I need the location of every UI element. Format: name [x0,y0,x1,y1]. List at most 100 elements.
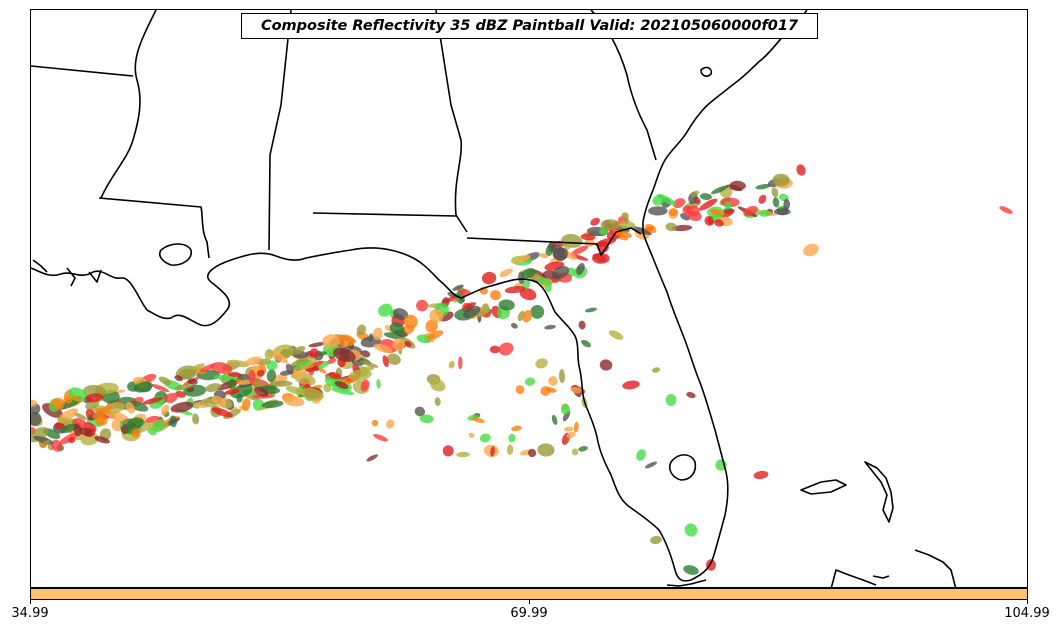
reflectivity-blob [170,401,194,413]
reflectivity-blob [442,445,454,457]
reflectivity-blob [723,201,732,209]
lake-okeechobee [668,454,697,481]
reflectivity-blob [261,400,284,409]
reflectivity-blob [644,461,658,469]
reflectivity-blob [126,417,144,430]
reflectivity-blob [291,345,306,355]
reflectivity-blob [160,404,170,416]
reflectivity-blob [608,330,624,340]
reflectivity-blob [419,414,434,424]
reflectivity-blob [72,395,82,402]
reflectivity-blob [566,431,576,439]
reflectivity-blob [504,285,526,294]
la-delta-fragment [32,259,102,287]
reflectivity-blob [571,448,579,456]
reflectivity-blob [521,268,536,279]
reflectivity-blob [463,302,476,310]
reflectivity-blob [392,338,406,351]
reflectivity-blob [551,414,558,425]
reflectivity-blob [570,386,582,394]
reflectivity-blob [578,320,586,330]
reflectivity-blob [404,341,412,347]
reflectivity-blob [471,417,485,423]
reflectivity-blob [326,358,337,365]
reflectivity-blob [452,297,461,303]
reflectivity-blob [211,395,227,406]
reflectivity-blob [31,427,49,443]
reflectivity-blob [434,397,441,406]
reflectivity-blob [584,307,598,313]
reflectivity-blob [652,194,665,206]
mississippi-river-border [100,10,157,199]
reflectivity-blob [178,368,197,380]
reflectivity-blob [142,396,164,405]
reflectivity-blob [152,421,163,433]
bahamas-island-2 [864,461,894,523]
reflectivity-blob [285,363,294,375]
reflectivity-blob [210,362,233,374]
state-border-al-fl [312,212,457,217]
reflectivity-blob [463,305,481,319]
reflectivity-blob [378,303,393,317]
reflectivity-blob [564,426,574,432]
reflectivity-blob [389,322,405,336]
boundaries-layer [31,10,957,587]
reflectivity-blob [336,334,355,348]
reflectivity-blob [508,433,516,443]
colorbar-tick-max [1027,600,1028,604]
reflectivity-blob [382,355,389,368]
reflectivity-blob [416,299,429,312]
reflectivity-blob [684,523,698,537]
reflectivity-blob [387,353,401,365]
reflectivity-blob [490,289,501,301]
atlantic-coastline [642,10,808,581]
reflectivity-blob [570,245,589,256]
reflectivity-blob [796,164,806,176]
reflectivity-blob [226,359,250,368]
reflectivity-blob [578,446,588,452]
state-border-ms-al [268,10,292,251]
reflectivity-blob [58,432,79,445]
lake-pontchartrain [158,243,192,266]
florida-keys [666,579,707,587]
reflectivity-blob [651,367,661,373]
reflectivity-blob [499,268,513,277]
reflectivity-blob [211,407,233,418]
reflectivity-blob [772,173,790,187]
reflectivity-blob [753,470,769,480]
reflectivity-blob [309,348,319,358]
reflectivity-blob [700,193,712,201]
reflectivity-blob [227,372,242,378]
reflectivity-blob [360,360,379,368]
state-border-ga-fl [466,227,642,256]
reflectivity-blob [429,308,444,323]
reflectivity-blob [174,384,193,391]
reflectivity-blob [368,333,374,342]
colorbar-tick-label-max: 104.99 [1004,606,1050,621]
reflectivity-blob [51,397,65,410]
reflectivity-blob [68,436,76,444]
reflectivity-blob [755,183,771,190]
reflectivity-blob [334,381,349,389]
reflectivity-blob [522,310,533,323]
reflectivity-blob [254,386,269,397]
reflectivity-blob [535,358,548,369]
reflectivity-blob [771,187,779,198]
reflectivity-blob [51,439,63,452]
reflectivity-blob [645,223,657,234]
reflectivity-blob [187,378,198,385]
reflectivity-blob [714,219,724,227]
reflectivity-blob [774,208,791,216]
reflectivity-blob [442,294,461,304]
reflectivity-blob [803,243,819,257]
colorbar [30,588,1028,600]
map-title: Composite Reflectivity 35 dBZ Paintball … [241,13,818,39]
reflectivity-blob [452,284,464,291]
reflectivity-blob [175,390,186,398]
gulf-coastline [31,247,692,582]
reflectivity-blob [348,369,372,382]
reflectivity-blob [548,376,558,386]
reflectivity-blob [527,448,537,458]
reflectivity-blob [530,305,545,319]
reflectivity-blob [456,451,470,458]
